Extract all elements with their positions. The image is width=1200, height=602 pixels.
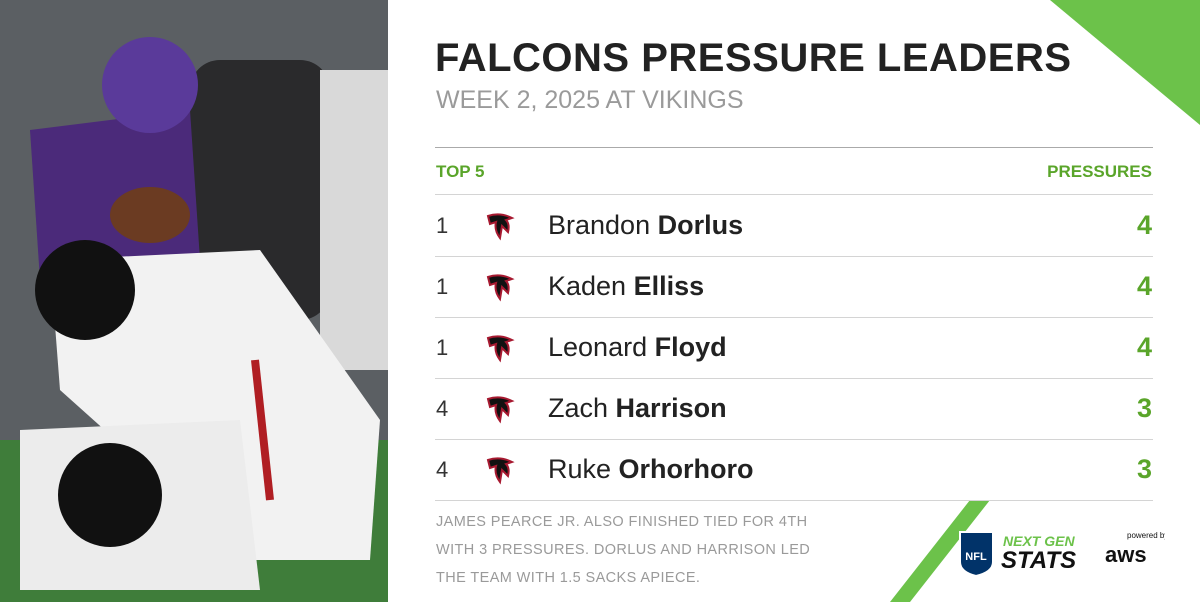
team-logo (484, 210, 516, 242)
player-name: Brandon Dorlus (548, 210, 743, 241)
first-name: Ruke (548, 454, 612, 484)
last-name: Harrison (615, 393, 727, 423)
pressures: 4 (1136, 332, 1152, 362)
team-logo (484, 393, 516, 425)
column-header: TOP 5 (436, 162, 485, 181)
player-name: Zach Harrison (548, 393, 727, 424)
rank: 1 (436, 335, 449, 360)
rank: 1 (436, 213, 449, 238)
player-name: Kaden Elliss (548, 271, 704, 302)
ngs-logo: NEXT GEN (1003, 533, 1075, 549)
accent-bottom (890, 500, 990, 602)
aws-logo: aws (1105, 542, 1147, 567)
row-divider (435, 439, 1153, 440)
branding: NFL NEXT GEN STATS powered by aws (959, 531, 1165, 578)
pressures: 4 (1136, 210, 1152, 240)
ngs-logo: STATS (1001, 547, 1076, 574)
first-name: Zach (548, 393, 609, 423)
title: FALCONS PRESSURE LEADERS (435, 36, 1072, 80)
player-name: Leonard Floyd (548, 332, 727, 363)
rank: 4 (436, 396, 449, 421)
powered-by: powered by (1127, 531, 1165, 540)
nfl-logo: NFL (965, 551, 987, 563)
team-logo (484, 332, 516, 364)
row-divider (435, 256, 1153, 257)
team-logo (484, 454, 516, 486)
row-divider (435, 378, 1153, 379)
rank: 4 (436, 457, 449, 482)
rank: 1 (436, 274, 449, 299)
row-divider (435, 317, 1153, 318)
footnote-line: JAMES PEARCE JR. ALSO FINISHED TIED FOR … (436, 514, 808, 530)
accent-top (1050, 0, 1200, 125)
player-name: Ruke Orhorhoro (548, 454, 754, 485)
last-name: Orhorhoro (618, 454, 754, 484)
first-name: Kaden (548, 271, 627, 301)
last-name: Elliss (633, 271, 705, 301)
subtitle: WEEK 2, 2025 AT VIKINGS (436, 86, 744, 114)
photo (0, 0, 388, 602)
row-divider (435, 194, 1153, 195)
pressures: 4 (1136, 271, 1152, 301)
pressures: 3 (1136, 393, 1152, 423)
pressures: 3 (1136, 454, 1152, 484)
footnote-line: THE TEAM WITH 1.5 SACKS APIECE. (436, 570, 701, 586)
last-name: Floyd (654, 332, 727, 362)
last-name: Dorlus (657, 210, 744, 240)
first-name: Brandon (548, 210, 651, 240)
column-header: PRESSURES (1047, 162, 1152, 181)
first-name: Leonard (548, 332, 648, 362)
row-divider (435, 500, 1153, 501)
footnote-line: WITH 3 PRESSURES. DORLUS AND HARRISON LE… (436, 542, 811, 558)
divider (435, 147, 1153, 148)
team-logo (484, 271, 516, 303)
